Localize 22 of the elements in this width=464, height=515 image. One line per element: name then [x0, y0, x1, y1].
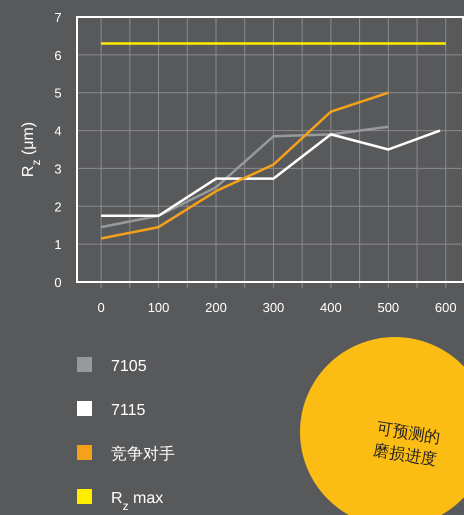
x-tick-label: 500 [377, 300, 400, 315]
y-tick-label: 1 [54, 237, 62, 252]
y-tick-label: 3 [54, 161, 62, 176]
x-tick-label: 0 [98, 300, 105, 315]
y-tick-label: 6 [54, 48, 62, 63]
x-tick-label: 300 [262, 300, 284, 315]
y-tick-label: 5 [54, 86, 62, 101]
x-tick-label: 600 [434, 300, 457, 315]
line-series [100, 126, 390, 228]
y-tick-label: 0 [54, 275, 62, 290]
y-tick-label: 7 [54, 10, 62, 25]
legend-label: 7105 [111, 358, 147, 375]
x-tick-label: 200 [205, 300, 227, 315]
line-series [100, 91, 390, 240]
legend-label: 7115 [111, 402, 146, 419]
legend-label: 竞争对手 [111, 445, 175, 463]
line-series [100, 129, 442, 217]
y-tick-label: 4 [54, 124, 62, 139]
legend-label: R$_{z}$ max [111, 490, 164, 513]
y-tick-label: 2 [54, 199, 62, 214]
x-tick-label: 400 [320, 300, 342, 315]
x-tick-label: 100 [148, 300, 170, 315]
